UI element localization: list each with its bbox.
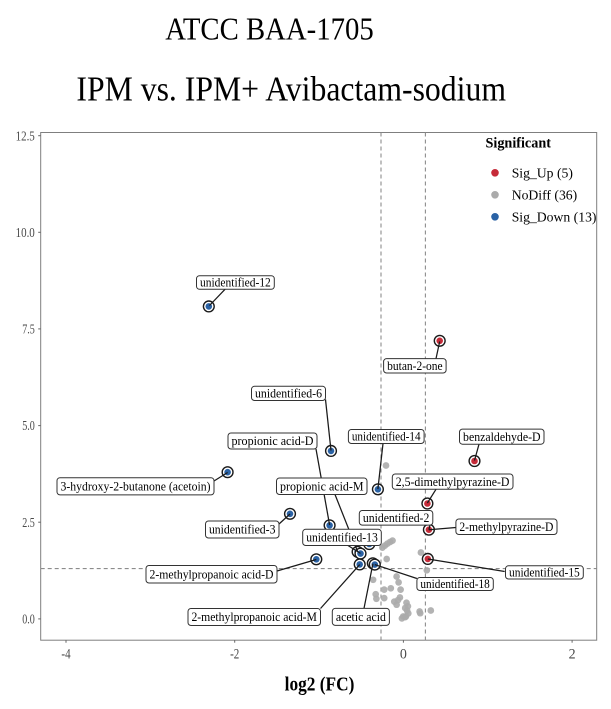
svg-text:benzaldehyde-D: benzaldehyde-D (463, 430, 541, 444)
svg-text:unidentified-2: unidentified-2 (363, 511, 430, 525)
svg-text:Sig_Up (5): Sig_Up (5) (512, 165, 573, 181)
svg-text:5.0: 5.0 (22, 418, 35, 433)
svg-text:-2: -2 (230, 647, 239, 663)
svg-text:2: 2 (569, 647, 576, 663)
svg-text:butan-2-one: butan-2-one (387, 359, 443, 373)
svg-text:unidentified-3: unidentified-3 (209, 523, 276, 537)
svg-text:0.0: 0.0 (22, 612, 35, 627)
svg-text:NoDiff (36): NoDiff (36) (512, 187, 578, 203)
svg-text:3-hydroxy-2-butanone (acetoin): 3-hydroxy-2-butanone (acetoin) (61, 480, 211, 494)
svg-text:7.5: 7.5 (22, 322, 35, 337)
svg-text:unidentified-14: unidentified-14 (352, 430, 421, 444)
svg-text:unidentified-13: unidentified-13 (306, 531, 378, 545)
svg-text:2-methylpyrazine-D: 2-methylpyrazine-D (459, 520, 553, 534)
svg-text:unidentified-6: unidentified-6 (255, 387, 322, 401)
svg-text:acetic acid: acetic acid (336, 610, 386, 624)
svg-text:propionic acid-D: propionic acid-D (232, 434, 314, 448)
svg-text:2.5: 2.5 (22, 515, 35, 530)
svg-text:-4: -4 (61, 647, 71, 663)
svg-text:unidentified-18: unidentified-18 (420, 577, 489, 591)
svg-text:IPM vs. IPM+ Avibactam-sodium: IPM vs. IPM+ Avibactam-sodium (76, 70, 506, 109)
svg-text:0: 0 (400, 647, 407, 663)
svg-text:unidentified-15: unidentified-15 (509, 566, 580, 580)
svg-text:10.0: 10.0 (16, 225, 36, 240)
svg-text:ATCC BAA-1705: ATCC BAA-1705 (165, 11, 374, 47)
svg-text:2-methylpropanoic acid-M: 2-methylpropanoic acid-M (191, 610, 317, 624)
svg-text:unidentified-12: unidentified-12 (200, 276, 271, 290)
svg-text:Significant: Significant (486, 135, 552, 151)
svg-text:propionic acid-M: propionic acid-M (280, 479, 364, 493)
svg-text:2,5-dimethylpyrazine-D: 2,5-dimethylpyrazine-D (396, 475, 510, 489)
svg-text:log2 (FC): log2 (FC) (285, 674, 355, 695)
svg-text:12.5: 12.5 (16, 128, 36, 143)
svg-text:2-methylpropanoic acid-D: 2-methylpropanoic acid-D (150, 568, 274, 582)
svg-text:Sig_Down (13): Sig_Down (13) (512, 209, 597, 225)
